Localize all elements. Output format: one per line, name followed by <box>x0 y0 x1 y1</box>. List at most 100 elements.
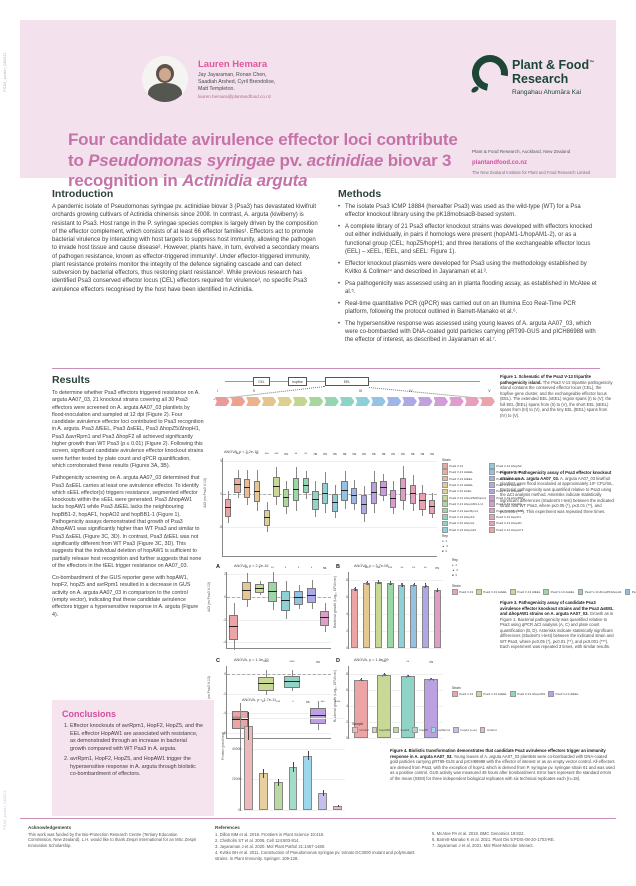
gene-arrow <box>246 397 261 406</box>
y-tick-label: 0 <box>346 736 348 740</box>
panelB-barchart: 0 2 4 6 8 *** *** *** ** ** ** ns <box>346 566 443 650</box>
significance-label: **** <box>263 660 269 664</box>
author-email[interactable]: lauren.hemara@plantandfood.co.nz <box>198 94 272 99</box>
fig2-rep-legend: Rep ● 1 ▲ 2 ■ 3 <box>442 534 448 553</box>
bar-column: **** <box>330 700 345 810</box>
boxplot-column: *** <box>262 452 272 556</box>
eel-segment-markers: I II III IV V <box>215 389 495 395</box>
median-line <box>320 617 329 619</box>
significance-label: ns <box>323 452 327 456</box>
gene-arrow-row <box>215 397 495 406</box>
legend-label: Psa3 V-13 ΔxEEL <box>449 470 474 475</box>
bar-column: *** <box>315 700 330 810</box>
error-bar <box>307 751 309 760</box>
y-gridline <box>349 597 443 598</box>
y-gridline <box>223 461 437 462</box>
legend-item: Psa3 V-13 ΔsEEL <box>442 482 486 488</box>
median-line <box>263 516 270 518</box>
box <box>409 484 416 504</box>
references-heading: References <box>215 825 240 830</box>
bar <box>421 585 429 648</box>
gene-arrow <box>433 397 449 406</box>
legend-label: hopA1 (+ve) <box>460 727 477 732</box>
legend-swatch <box>442 507 448 514</box>
box <box>307 587 316 604</box>
boxplot-column: ns <box>349 452 359 556</box>
y-tick-label: 40000 <box>232 746 242 751</box>
y-gridline <box>349 580 443 581</box>
boxplot-column: ns <box>305 660 331 738</box>
legend-item: Psa3 V-13 ΔavrRpm1 <box>442 507 486 514</box>
panelC-letter: C <box>216 658 220 664</box>
median-line <box>294 596 303 598</box>
legend-title: Strain <box>452 686 461 690</box>
significance-label: ns <box>352 452 357 456</box>
box <box>292 478 300 502</box>
legend-label: Psa3 V-13 ΔavrD1 <box>496 514 521 519</box>
legend-swatch <box>442 494 448 501</box>
legend-item: Psa3 V-13 ΔhopS2 <box>489 463 524 469</box>
legend-label: Psa3 V-13 ΔhopAY1 <box>496 527 524 532</box>
bar-column: *** <box>384 566 396 648</box>
methods-bullet: A complete library of 21 Psa3 effector k… <box>338 223 600 256</box>
title-line1: Four candidate avirulence effector loci … <box>68 130 458 149</box>
bar <box>398 584 406 648</box>
legend-swatch <box>479 727 486 733</box>
box <box>281 591 290 612</box>
legend-swatch <box>442 488 448 495</box>
legend-item: ■ 3 <box>452 573 458 577</box>
y-gridline <box>349 706 443 707</box>
box <box>380 480 387 496</box>
hopfive-region-box: hopfive <box>288 377 307 386</box>
significance-label: ns <box>322 566 327 570</box>
legend-swatch <box>442 514 448 520</box>
significance-label: * <box>284 566 287 570</box>
median-line <box>273 486 280 488</box>
legend-entries: Control hopAW1 hopF2 hopZ5 avrRpm1 hopA1 (+ve… <box>352 727 497 733</box>
legend-item: Psa3 V-13 ΔtEEL <box>548 691 579 697</box>
boxplot-column: ** <box>240 566 253 648</box>
methods-bullet: Psa pathogenicity was assessed using an … <box>338 280 600 297</box>
methods-bullet: Real-time quantitative PCR (qPCR) was ca… <box>338 300 600 317</box>
reference-line <box>223 493 437 495</box>
median-line <box>419 500 426 502</box>
bar-column: *** <box>373 566 385 648</box>
data-point <box>426 585 428 588</box>
legend-label: Control <box>359 727 369 732</box>
legend-swatch <box>442 526 448 533</box>
y-tick-label: 2 <box>224 572 226 577</box>
legend-label: Psa3 V-13 ΔCEL <box>449 489 472 494</box>
legend-swatch <box>489 514 495 520</box>
legend-item: Psa3 V-13 ΔavrB2 <box>489 482 524 488</box>
legend-swatch <box>476 691 482 697</box>
y-gridline <box>227 733 331 734</box>
bar-column: ** <box>396 566 408 648</box>
figure2-caption-body: A. arguta AA07_03 kiwifruit plantlets we… <box>500 475 614 514</box>
legend-label: Psa3 V-13 ΔhopF2 <box>449 514 475 519</box>
median-line <box>292 488 300 490</box>
data-point <box>413 583 415 585</box>
gene-arrow <box>417 397 433 406</box>
methods-bullet: The isolate Psa3 ICMP 18884 (hereafter P… <box>338 203 600 220</box>
website-link[interactable]: plantandfood.co.nz <box>472 160 527 166</box>
legend-swatch <box>442 469 448 475</box>
legend-item: Psa3 V-13 ΔhopD1 <box>489 469 524 475</box>
gene-arrow <box>339 397 355 406</box>
panelC-anova-label: ANOVA, p = 1.3e-10 <box>234 658 269 662</box>
y-tick-label: 20000 <box>232 777 242 782</box>
coauthors-line: Saadiah Arshed, Cyril Brendolise, <box>198 78 276 85</box>
significance-label: ns <box>429 660 434 664</box>
median-line <box>429 505 436 507</box>
boxplot-column: ns <box>379 452 389 556</box>
author-name: Lauren Hemara <box>198 59 268 70</box>
bar <box>363 582 371 648</box>
y-gridline <box>227 574 331 575</box>
legend-swatch <box>624 589 631 595</box>
reference-item: 5. McAtee PA et al. 2018. BMC Genomics 1… <box>432 831 525 836</box>
results-text: To determine whether Psa3 effectors trig… <box>52 390 204 624</box>
results-paragraph: Pathogenicity screening on A. arguta AA0… <box>52 475 202 569</box>
avatar-face <box>159 68 171 81</box>
median-line <box>283 497 290 499</box>
eel-region-box: EEL <box>325 377 369 386</box>
error-bar <box>248 712 250 740</box>
